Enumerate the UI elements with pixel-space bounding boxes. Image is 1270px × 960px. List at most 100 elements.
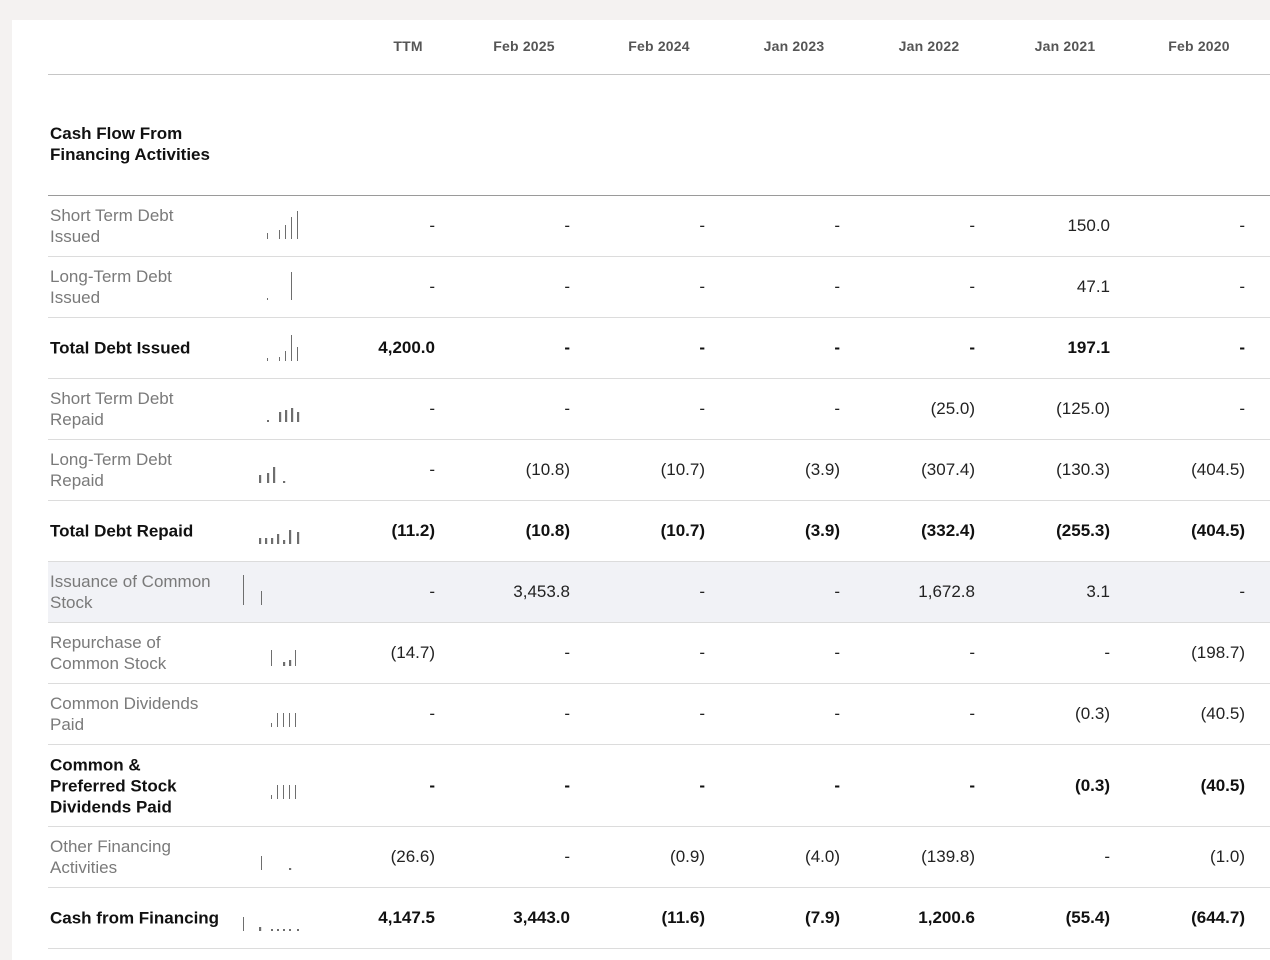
column-header-jan-2023[interactable]: Jan 2023 xyxy=(763,38,825,54)
cell-value: - xyxy=(429,582,435,601)
row-label: Common & Preferred Stock Dividends Paid xyxy=(50,755,177,816)
cell-value: 47.1 xyxy=(1076,277,1110,296)
cell-value: (55.4) xyxy=(1065,908,1110,927)
cell-value: - xyxy=(834,216,840,235)
cell-value: - xyxy=(1104,643,1110,662)
cell-value: (0.3) xyxy=(1075,704,1110,723)
cell-value: - xyxy=(564,775,570,795)
cell-value: - xyxy=(564,338,570,357)
section-divider xyxy=(48,195,1270,196)
table-row[interactable]: Common Dividends Paid - - - - - (0.3) (40.5) xyxy=(48,684,1270,745)
cell-value: - xyxy=(429,399,435,418)
sparkline-icon xyxy=(267,408,300,422)
column-header-feb-2020[interactable]: Feb 2020 xyxy=(1168,38,1230,54)
cell-value: (3.9) xyxy=(805,521,840,540)
column-header-feb-2024[interactable]: Feb 2024 xyxy=(628,38,690,54)
row-label: Total Debt Repaid xyxy=(50,521,194,541)
table-header: TTM Feb 2025 Feb 2024 Jan 2023 Jan 2022 Jan 2… xyxy=(12,20,1270,75)
sparkline-icon xyxy=(259,467,286,483)
cell-value: - xyxy=(564,704,570,723)
table-row[interactable]: Total Debt Issued 4,200.0 - - - - 197.1 - xyxy=(48,318,1270,379)
cell-value: (3.9) xyxy=(805,460,840,479)
cell-value: (10.7) xyxy=(660,521,705,540)
table-row[interactable]: Short Term Debt Repaid - - - - (25.0) (125.0) - xyxy=(48,379,1270,440)
cell-value: - xyxy=(969,216,975,235)
cell-value: - xyxy=(699,775,705,795)
cell-value: (4.0) xyxy=(805,847,840,866)
cell-value: - xyxy=(564,277,570,296)
cell-value: (10.8) xyxy=(525,460,570,479)
cell-value: (1.0) xyxy=(1210,847,1245,866)
column-header-jan-2021[interactable]: Jan 2021 xyxy=(1034,38,1096,54)
cell-value: - xyxy=(699,338,705,357)
column-header-ttm[interactable]: TTM xyxy=(393,38,423,54)
cell-value: - xyxy=(429,216,435,235)
table-row[interactable]: Long-Term Debt Issued - - - - - 47.1 - xyxy=(48,257,1270,318)
table-row[interactable]: Other Financing Activities (26.6) - (0.9) (4… xyxy=(48,827,1270,888)
column-header-jan-2022[interactable]: Jan 2022 xyxy=(898,38,960,54)
cell-value: - xyxy=(429,775,435,795)
table-row[interactable]: Short Term Debt Issued - - - - - 150.0 - xyxy=(48,196,1270,257)
sparkline-icon xyxy=(267,211,298,239)
sparkline-icon xyxy=(261,856,292,870)
cell-value: (11.2) xyxy=(391,521,435,540)
cell-value: - xyxy=(834,277,840,296)
row-label: Common Dividends Paid xyxy=(50,694,199,734)
cell-value: - xyxy=(834,399,840,418)
table-row[interactable]: Issuance of Common Stock - 3,453.8 - - 1,672.… xyxy=(48,562,1270,623)
cell-value: - xyxy=(699,582,705,601)
cell-value: - xyxy=(1239,399,1245,418)
cell-value: - xyxy=(564,643,570,662)
cell-value: - xyxy=(564,216,570,235)
cell-value: (130.3) xyxy=(1056,460,1110,479)
cell-value: (644.7) xyxy=(1191,908,1245,927)
cell-value: (404.5) xyxy=(1191,521,1245,540)
cell-value: (10.7) xyxy=(660,460,705,479)
sparkline-icon xyxy=(267,335,298,361)
cell-value: 4,200.0 xyxy=(378,338,435,357)
cell-value: - xyxy=(699,216,705,235)
cell-value: - xyxy=(429,277,435,296)
table-row[interactable]: Repurchase of Common Stock (14.7) - - - - - (19… xyxy=(48,623,1270,684)
cell-value: - xyxy=(1239,277,1245,296)
cell-value: 197.1 xyxy=(1067,338,1110,357)
cell-value: (198.7) xyxy=(1191,643,1245,662)
sparkline-icon xyxy=(271,650,296,666)
data-table: Short Term Debt Issued - - - - -150.0- Long-Te… xyxy=(48,196,1270,949)
sparkline-icon xyxy=(267,272,292,300)
cell-value: 150.0 xyxy=(1067,216,1110,235)
cell-value: 1,200.6 xyxy=(918,908,975,927)
cell-value: - xyxy=(969,338,975,357)
cell-value: (25.0) xyxy=(930,399,975,418)
sparkline-icon xyxy=(259,530,300,544)
cell-value: (10.8) xyxy=(525,521,570,540)
cell-value: (40.5) xyxy=(1200,775,1245,795)
row-label: Total Debt Issued xyxy=(50,338,191,358)
row-label: Long-Term Debt Issued xyxy=(50,267,172,307)
header-divider xyxy=(48,74,1270,75)
row-label: Short Term Debt Repaid xyxy=(50,389,174,429)
cell-value: (40.5) xyxy=(1200,704,1245,723)
cell-value: - xyxy=(699,643,705,662)
sparkline-icon xyxy=(243,575,262,605)
cell-value: (26.6) xyxy=(390,847,435,866)
cell-value: - xyxy=(1239,338,1245,357)
cell-value: - xyxy=(429,704,435,723)
column-header-feb-2025[interactable]: Feb 2025 xyxy=(493,38,555,54)
cell-value: (125.0) xyxy=(1056,399,1110,418)
table-row[interactable]: Total Debt Repaid (11.2) (10.8) (10.7) (3.9)… xyxy=(48,501,1270,562)
cell-value: (11.6) xyxy=(661,908,705,927)
row-label: Cash from Financing xyxy=(50,908,220,928)
row-label: Repurchase of Common Stock xyxy=(50,633,167,673)
cell-value: - xyxy=(834,775,840,795)
table-row[interactable]: Common & Preferred Stock Dividends Paid -… xyxy=(48,745,1270,827)
cell-value: (14.7) xyxy=(390,643,435,662)
table-row[interactable]: Cash from Financing 4,147.5 3,443.0 (11.6) (… xyxy=(48,888,1270,949)
cell-value: 4,147.5 xyxy=(378,908,435,927)
cell-value: (307.4) xyxy=(921,460,975,479)
cell-value: (0.9) xyxy=(670,847,705,866)
cell-value: (0.3) xyxy=(1075,775,1110,795)
cell-value: - xyxy=(699,704,705,723)
table-row[interactable]: Long-Term Debt Repaid - (10.8) (10.7) (3.9) (… xyxy=(48,440,1270,501)
cell-value: 3,453.8 xyxy=(513,582,570,601)
